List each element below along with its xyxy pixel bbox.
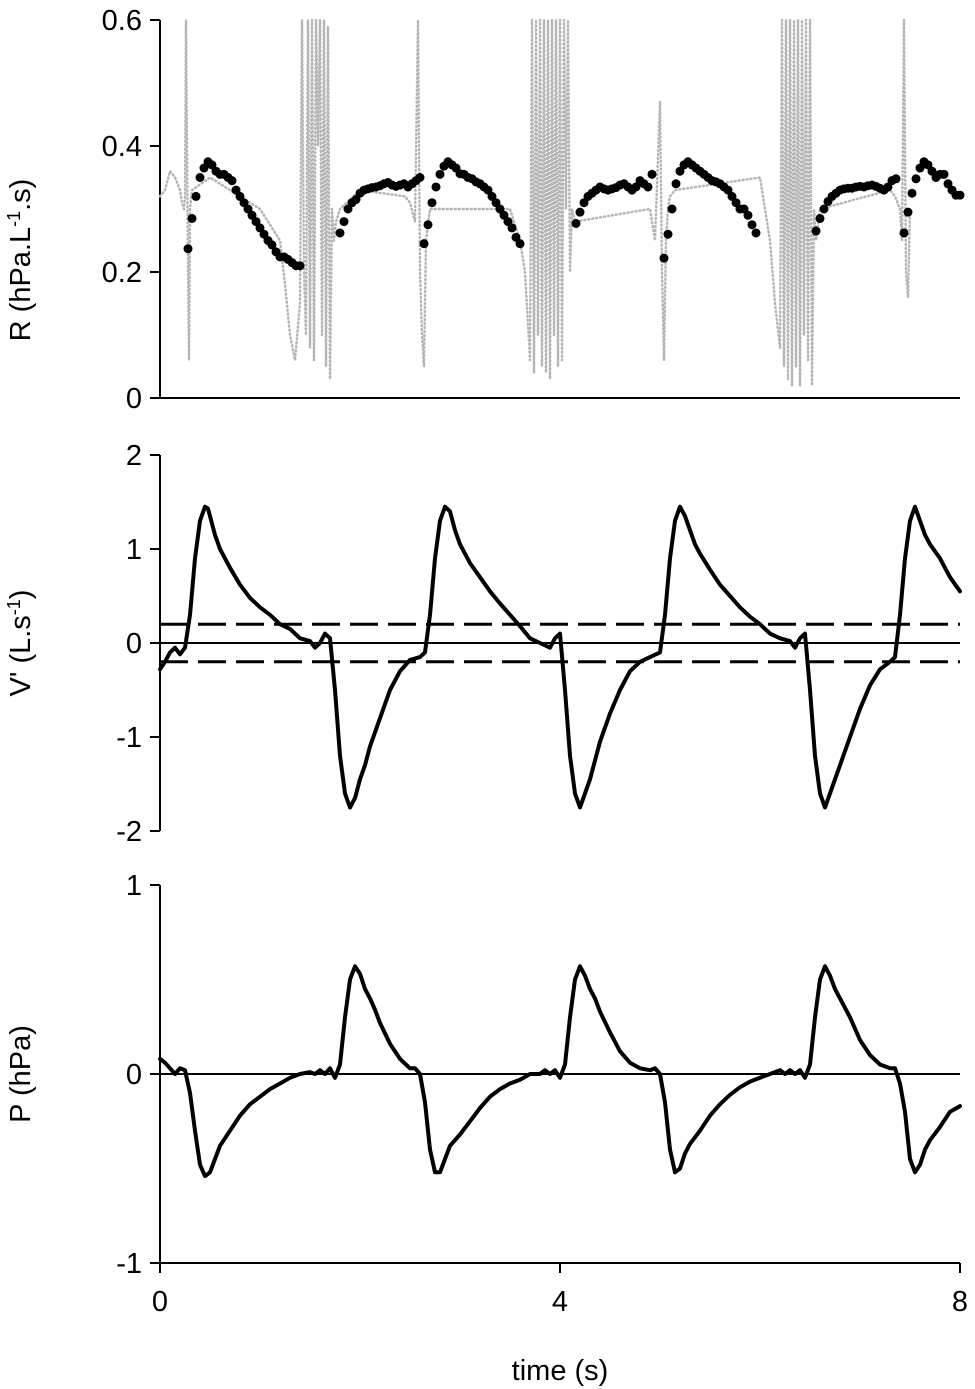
y-axis-label-flow: V' (L.s-1) <box>4 590 37 697</box>
series-line <box>158 964 962 1179</box>
data-point <box>643 182 653 192</box>
data-point <box>659 253 669 263</box>
data-point <box>187 213 197 223</box>
data-point <box>195 173 205 182</box>
data-point <box>339 217 349 227</box>
panel-flow: -2 -1 0 1 2 V' (L.s-1) <box>4 440 962 848</box>
data-point <box>819 204 829 214</box>
y-tick-label: 0 <box>126 383 142 415</box>
data-point <box>431 182 441 192</box>
y-tick-label: 0.6 <box>102 5 142 37</box>
y-axis-label-resistance: R (hPa.L-1.s) <box>4 179 37 342</box>
data-point <box>575 207 585 217</box>
data-point <box>891 174 901 184</box>
data-point <box>955 190 965 200</box>
data-point <box>183 244 193 254</box>
y-tick-label: 1 <box>126 870 142 902</box>
y-tick-label: 2 <box>126 440 142 472</box>
panel-resistance: 0 0.2 0.4 0.6 R (hPa.L-1.s) <box>4 5 965 415</box>
data-point <box>295 261 305 271</box>
data-point <box>899 228 909 238</box>
plot-area: -2 -1 0 1 2 <box>116 440 962 848</box>
data-point <box>435 169 445 179</box>
y-tick-label: -2 <box>116 816 142 848</box>
data-point <box>671 179 681 189</box>
data-point <box>815 213 825 223</box>
y-axis-label-pressure: P (hPa) <box>5 1025 37 1123</box>
x-axis-label: time (s) <box>512 1355 609 1387</box>
data-point <box>335 228 345 238</box>
y-tick-label: 0.4 <box>102 131 142 163</box>
data-point <box>267 240 277 250</box>
y-tick-label: 1 <box>126 534 142 566</box>
y-tick-label: 0 <box>126 628 142 660</box>
plot-area: 0 0.2 0.4 0.6 <box>102 5 965 415</box>
data-point <box>751 228 761 238</box>
data-point <box>423 220 433 230</box>
x-tick-label: 0 <box>152 1286 168 1318</box>
data-point <box>227 176 237 186</box>
y-tick-label: 0.2 <box>102 257 142 289</box>
x-tick-label: 8 <box>952 1286 968 1318</box>
data-point <box>907 188 917 198</box>
x-tick-label: 4 <box>552 1286 568 1318</box>
data-point <box>939 169 949 179</box>
y-tick-label: -1 <box>116 722 142 754</box>
data-point <box>571 218 581 228</box>
data-point <box>903 207 913 217</box>
panel-pressure: -1 0 1 0 4 8 P (hPa) time (s) <box>5 870 968 1387</box>
data-point <box>419 239 429 249</box>
data-point <box>507 223 517 233</box>
data-point <box>743 210 753 220</box>
series-line-raw <box>158 18 912 387</box>
data-point <box>911 174 921 184</box>
data-point <box>415 173 425 182</box>
data-point <box>663 229 673 239</box>
data-point <box>427 198 437 208</box>
series-line <box>158 504 962 810</box>
data-point <box>747 220 757 230</box>
data-point <box>191 191 201 201</box>
data-point <box>667 204 677 214</box>
y-tick-label: -1 <box>116 1248 142 1280</box>
data-point <box>515 239 525 249</box>
data-point <box>811 226 821 236</box>
data-point <box>647 169 657 179</box>
y-tick-label: 0 <box>126 1059 142 1091</box>
plot-area: -1 0 1 0 4 8 <box>116 870 968 1318</box>
